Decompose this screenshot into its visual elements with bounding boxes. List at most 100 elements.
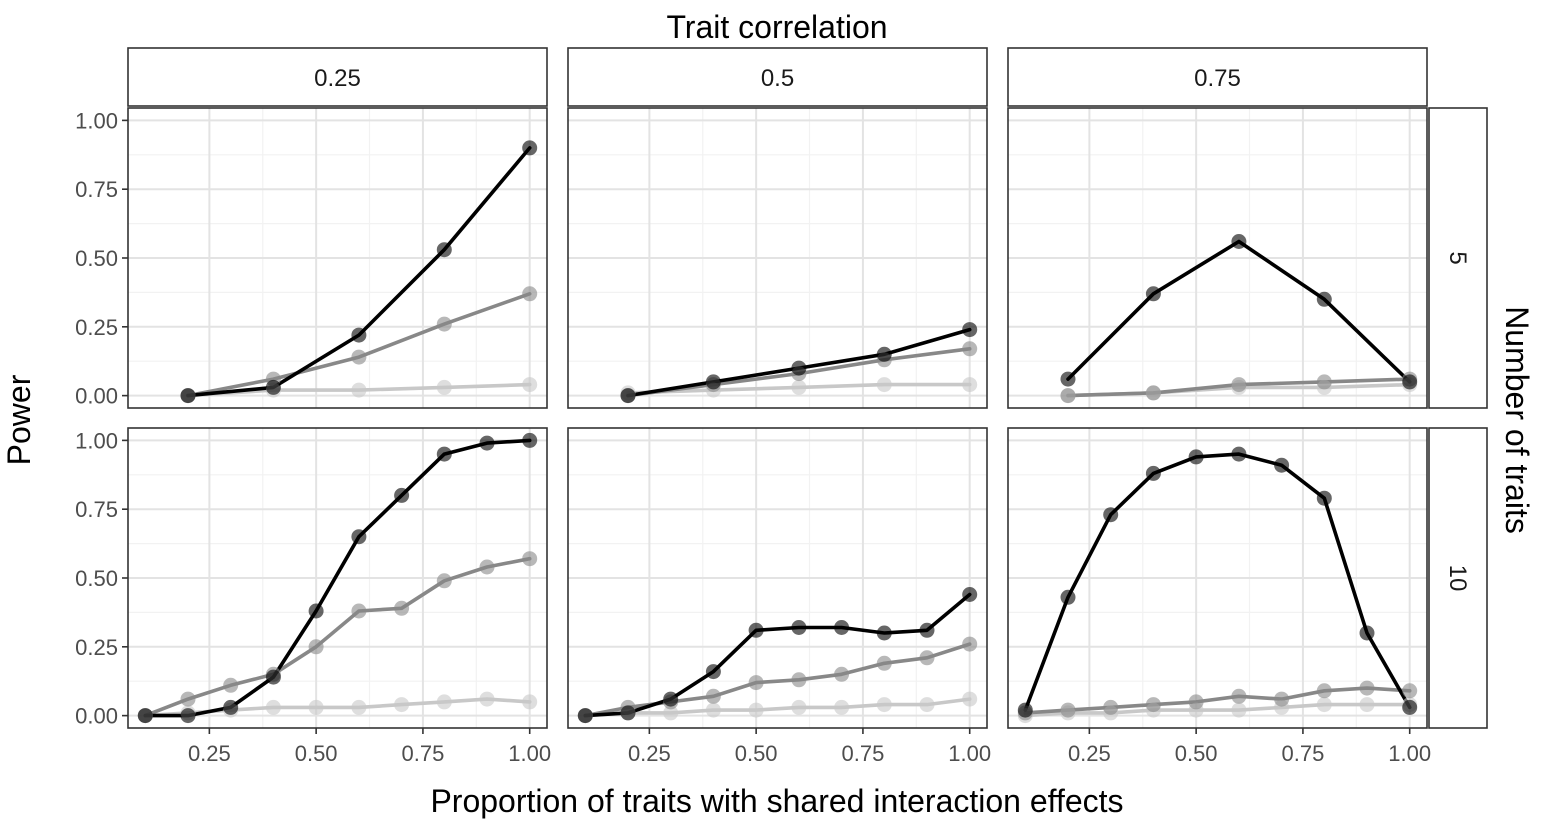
series-1-point (351, 529, 367, 545)
series-1-point (180, 388, 196, 404)
panel-border (567, 107, 988, 409)
column-strip-label: 0.25 (314, 65, 361, 92)
y-tick-label: 0.50 (75, 566, 118, 591)
series-1-point (962, 587, 978, 602)
series-3-point (1231, 702, 1247, 718)
series-1-point (1145, 286, 1161, 302)
series-2-point (876, 655, 892, 671)
series-1-point (791, 620, 807, 635)
x-tick-label: 1.00 (508, 741, 551, 766)
series-1-point (876, 625, 892, 641)
series-line-3 (583, 697, 972, 718)
series-3-point (748, 702, 764, 718)
series-1-point (1231, 446, 1247, 462)
series-3-point (962, 377, 978, 393)
series-1-point (1402, 374, 1418, 390)
series-1-point (620, 388, 636, 404)
panel-corr-0.25-traits-5: 0.00 0.25 0.50 0.75 1.00 (75, 107, 548, 409)
series-2-point (962, 341, 978, 357)
series-1-point (1402, 699, 1418, 715)
panels-group: 0.25 0.5 0.755100.000.250.500.751.000.000.… (75, 47, 1488, 766)
y-tick-label: 0.50 (75, 246, 118, 271)
column-strip-label: 0.5 (761, 65, 794, 92)
series-3-point (919, 697, 935, 713)
x-tick-label: 0.25 (1068, 741, 1111, 766)
series-1-point (962, 322, 978, 338)
panel-border (1007, 107, 1428, 409)
series-3-point (962, 691, 978, 707)
panel-corr-0.5-traits-5 (567, 107, 988, 409)
series-1-point (1060, 371, 1076, 387)
series-3-point (791, 699, 807, 715)
y-tick-label: 0.00 (75, 704, 118, 729)
series-3-point (834, 699, 850, 715)
series-1-point (577, 708, 593, 724)
series-3-point (265, 699, 281, 715)
series-2-point (1316, 683, 1332, 699)
series-2-point (1060, 388, 1076, 404)
column-strip-label: 0.75 (1194, 65, 1241, 92)
series-2-point (962, 636, 978, 652)
series-1-point (223, 699, 239, 715)
column-strip-0.25 (127, 47, 548, 107)
panel-corr-0.75-traits-5 (1007, 107, 1428, 409)
top-strip-title: Trait correlation (666, 9, 887, 45)
series-3-point (522, 694, 538, 710)
series-2-point (834, 666, 850, 682)
series-3-point (351, 699, 367, 715)
series-2-point (705, 688, 721, 704)
series-2-point (919, 650, 935, 666)
series-1-point (876, 346, 892, 362)
series-1-point (705, 664, 721, 680)
x-tick-label: 0.75 (842, 741, 885, 766)
panel-corr-0.75-traits-10: 0.25 0.50 0.75 1.00 (1007, 427, 1431, 766)
series-3-point (394, 697, 410, 713)
x-tick-label: 0.50 (295, 741, 338, 766)
series-2-point (748, 675, 764, 691)
series-2-point (1316, 374, 1332, 390)
series-1-point (1017, 702, 1033, 718)
series-2-point (1402, 683, 1418, 699)
x-tick-label: 0.50 (1175, 741, 1218, 766)
column-strip-0.75 (1007, 47, 1428, 107)
series-2-point (1359, 680, 1375, 696)
series-1-point (748, 622, 764, 638)
series-1-point (180, 708, 196, 724)
series-3-point (705, 702, 721, 718)
series-1-point (1316, 490, 1332, 506)
series-2-point (180, 691, 196, 707)
panel-border (567, 427, 988, 729)
series-1-point (522, 432, 538, 448)
series-1-point (834, 620, 850, 635)
panel-corr-0.5-traits-10: 0.25 0.50 0.75 1.00 (567, 427, 991, 766)
series-3-point (522, 377, 538, 393)
series-line-1 (143, 438, 532, 718)
row-strip-5 (1428, 107, 1488, 409)
series-1-point (137, 708, 153, 724)
y-tick-label: 0.25 (75, 635, 118, 660)
series-2-point (308, 639, 324, 655)
series-2-point (791, 672, 807, 688)
series-3-point (1359, 697, 1375, 713)
series-3-point (663, 705, 679, 721)
x-tick-label: 0.25 (188, 741, 231, 766)
series-2-point (351, 349, 367, 365)
series-1-point (308, 603, 324, 619)
series-2-point (1231, 377, 1247, 393)
series-1-point (1060, 589, 1076, 605)
series-2-point (436, 316, 452, 332)
series-2-point (1188, 694, 1204, 710)
series-1-point (620, 705, 636, 721)
series-2-point (479, 559, 495, 575)
series-1-point (1188, 449, 1204, 465)
series-3-point (308, 699, 324, 715)
series-line-1 (1023, 452, 1412, 712)
row-strip-label: 5 (1444, 251, 1471, 264)
series-3-point (436, 694, 452, 710)
x-axis-title: Proportion of traits with shared interac… (430, 783, 1123, 819)
series-1-point (1359, 625, 1375, 641)
series-3-point (791, 379, 807, 395)
series-2-point (1060, 702, 1076, 718)
series-1-point (265, 379, 281, 395)
